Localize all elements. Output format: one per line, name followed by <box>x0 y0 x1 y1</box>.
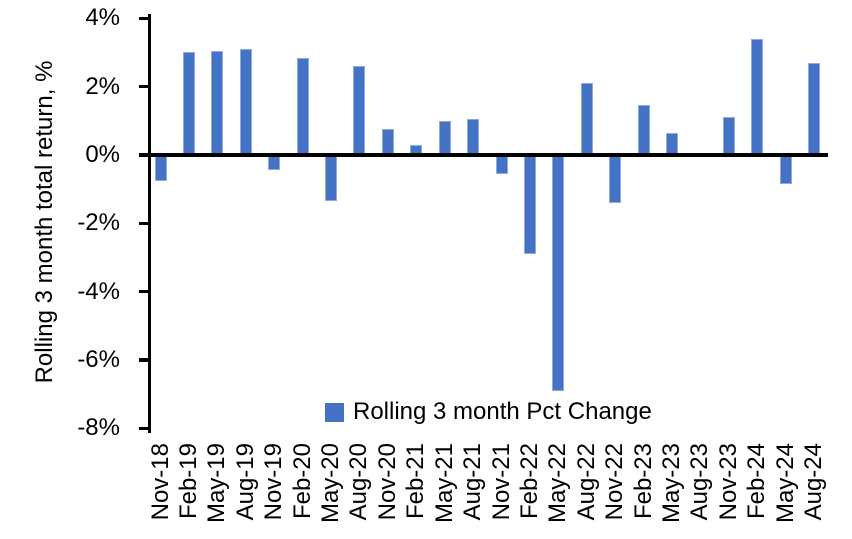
x-axis-label: Aug-24 <box>800 443 828 521</box>
y-tick-label: -6% <box>77 346 120 374</box>
bar <box>467 119 480 156</box>
bar <box>637 105 650 156</box>
bar <box>523 154 536 255</box>
y-axis-line <box>148 14 152 433</box>
bar <box>296 57 309 156</box>
y-tick-label: -4% <box>77 277 120 305</box>
legend-swatch-icon <box>325 402 344 422</box>
legend-label: Rolling 3 month Pct Change <box>353 398 652 425</box>
bar <box>381 129 394 156</box>
y-tick-mark <box>139 289 148 294</box>
legend: Rolling 3 month Pct Change <box>325 400 652 424</box>
y-tick-mark <box>139 153 148 157</box>
y-tick-label: 4% <box>85 4 120 32</box>
y-tick-label: -2% <box>77 209 120 237</box>
bar <box>325 154 338 202</box>
y-tick-mark <box>139 426 148 431</box>
bar <box>353 66 366 156</box>
bar <box>722 117 735 156</box>
bar <box>580 83 593 156</box>
bar <box>239 49 252 156</box>
y-tick-mark <box>139 84 148 89</box>
y-tick-label: 2% <box>85 72 120 100</box>
y-tick-mark <box>139 221 148 226</box>
bar <box>495 154 508 174</box>
bar <box>211 50 224 156</box>
bar <box>438 120 451 156</box>
bar <box>609 154 622 203</box>
bar <box>552 154 565 391</box>
zero-line <box>148 153 828 157</box>
y-tick-mark <box>139 358 148 362</box>
y-tick-label: -8% <box>77 414 120 442</box>
y-tick-label: 0% <box>85 141 120 168</box>
bar <box>779 154 792 185</box>
y-tick-mark <box>139 16 148 20</box>
bar <box>154 154 167 181</box>
bar <box>808 62 821 156</box>
bar <box>182 52 195 156</box>
bar <box>751 38 764 156</box>
